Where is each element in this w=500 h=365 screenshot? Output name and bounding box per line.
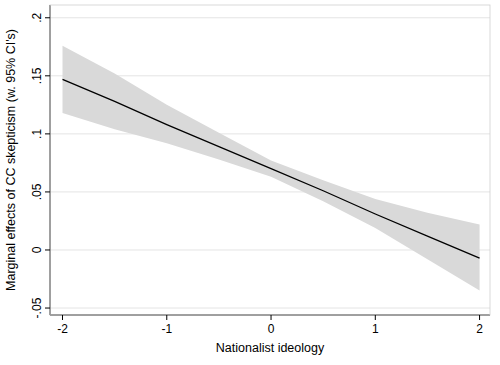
x-tick-label: -1 (161, 322, 172, 336)
effect-line (63, 79, 480, 258)
x-tick (375, 315, 376, 320)
background (0, 0, 500, 365)
x-tick-label: 1 (372, 322, 379, 336)
x-tick (62, 315, 63, 320)
x-tick (166, 315, 167, 320)
y-tick-label: .05 (30, 183, 44, 200)
grid-line (50, 191, 490, 192)
y-tick-label: .15 (30, 67, 44, 84)
chart: -.05 0 .05 .1 .15 .2 -2 -1 0 1 2 Nationalist ideolo… (0, 0, 500, 365)
y-tick-label: -.05 (30, 297, 44, 318)
x-tick-label: 0 (268, 322, 275, 336)
x-tick (479, 315, 480, 320)
y-tick (45, 308, 50, 309)
y-tick (45, 17, 50, 18)
y-axis-title: Marginal effects of CC skepticism (w. 95… (4, 29, 18, 291)
x-tick-label: -2 (57, 322, 68, 336)
grid-line (50, 17, 490, 18)
grid-line (50, 133, 490, 134)
y-tick-label: 0 (30, 246, 44, 253)
y-tick (45, 75, 50, 76)
y-tick (45, 249, 50, 250)
plot-area (63, 46, 480, 291)
y-tick (45, 191, 50, 192)
y-tick-label: .1 (30, 129, 44, 139)
x-tick (271, 315, 272, 320)
y-tick-label: .2 (30, 12, 44, 22)
plot-frame (50, 5, 490, 315)
confidence-band (63, 46, 480, 291)
x-tick-label: 2 (476, 322, 483, 336)
grid-line (50, 308, 490, 309)
y-tick (45, 133, 50, 134)
x-axis-title: Nationalist ideology (216, 341, 325, 355)
